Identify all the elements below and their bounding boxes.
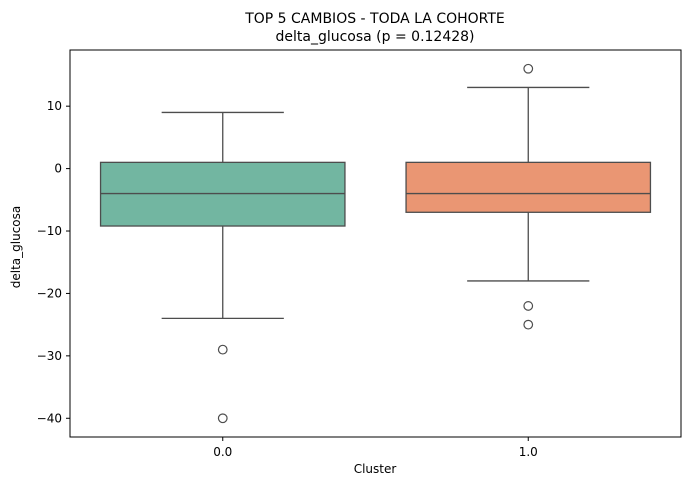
outlier-point	[217, 344, 228, 355]
chart-title: TOP 5 CAMBIOS - TODA LA COHORTE	[244, 11, 505, 27]
y-tick-label: −20	[37, 286, 62, 300]
y-tick-label: −10	[37, 224, 62, 238]
chart-subtitle: delta_glucosa (p = 0.12428)	[275, 29, 474, 45]
y-tick-label: −40	[37, 411, 62, 425]
x-axis-label: Cluster	[354, 462, 397, 476]
x-tick-label: 1.0	[519, 445, 538, 459]
box-group-0.0	[99, 111, 346, 424]
y-tick-label: −30	[37, 349, 62, 363]
y-tick-label: 0	[54, 162, 62, 176]
axes-frame	[69, 49, 682, 438]
outlier-point	[217, 413, 228, 424]
box	[405, 161, 652, 213]
outlier-point	[523, 301, 534, 311]
y-axis-label: delta_glucosa	[9, 206, 23, 289]
plot-area: 10 0 −10 −20 −30 −40 0.0 1.0	[37, 49, 682, 459]
y-tick-label: 10	[47, 99, 62, 113]
outlier-point	[523, 319, 534, 330]
box-group-1.0	[405, 63, 652, 330]
outlier-point	[523, 63, 534, 74]
x-tick-label: 0.0	[213, 445, 232, 459]
